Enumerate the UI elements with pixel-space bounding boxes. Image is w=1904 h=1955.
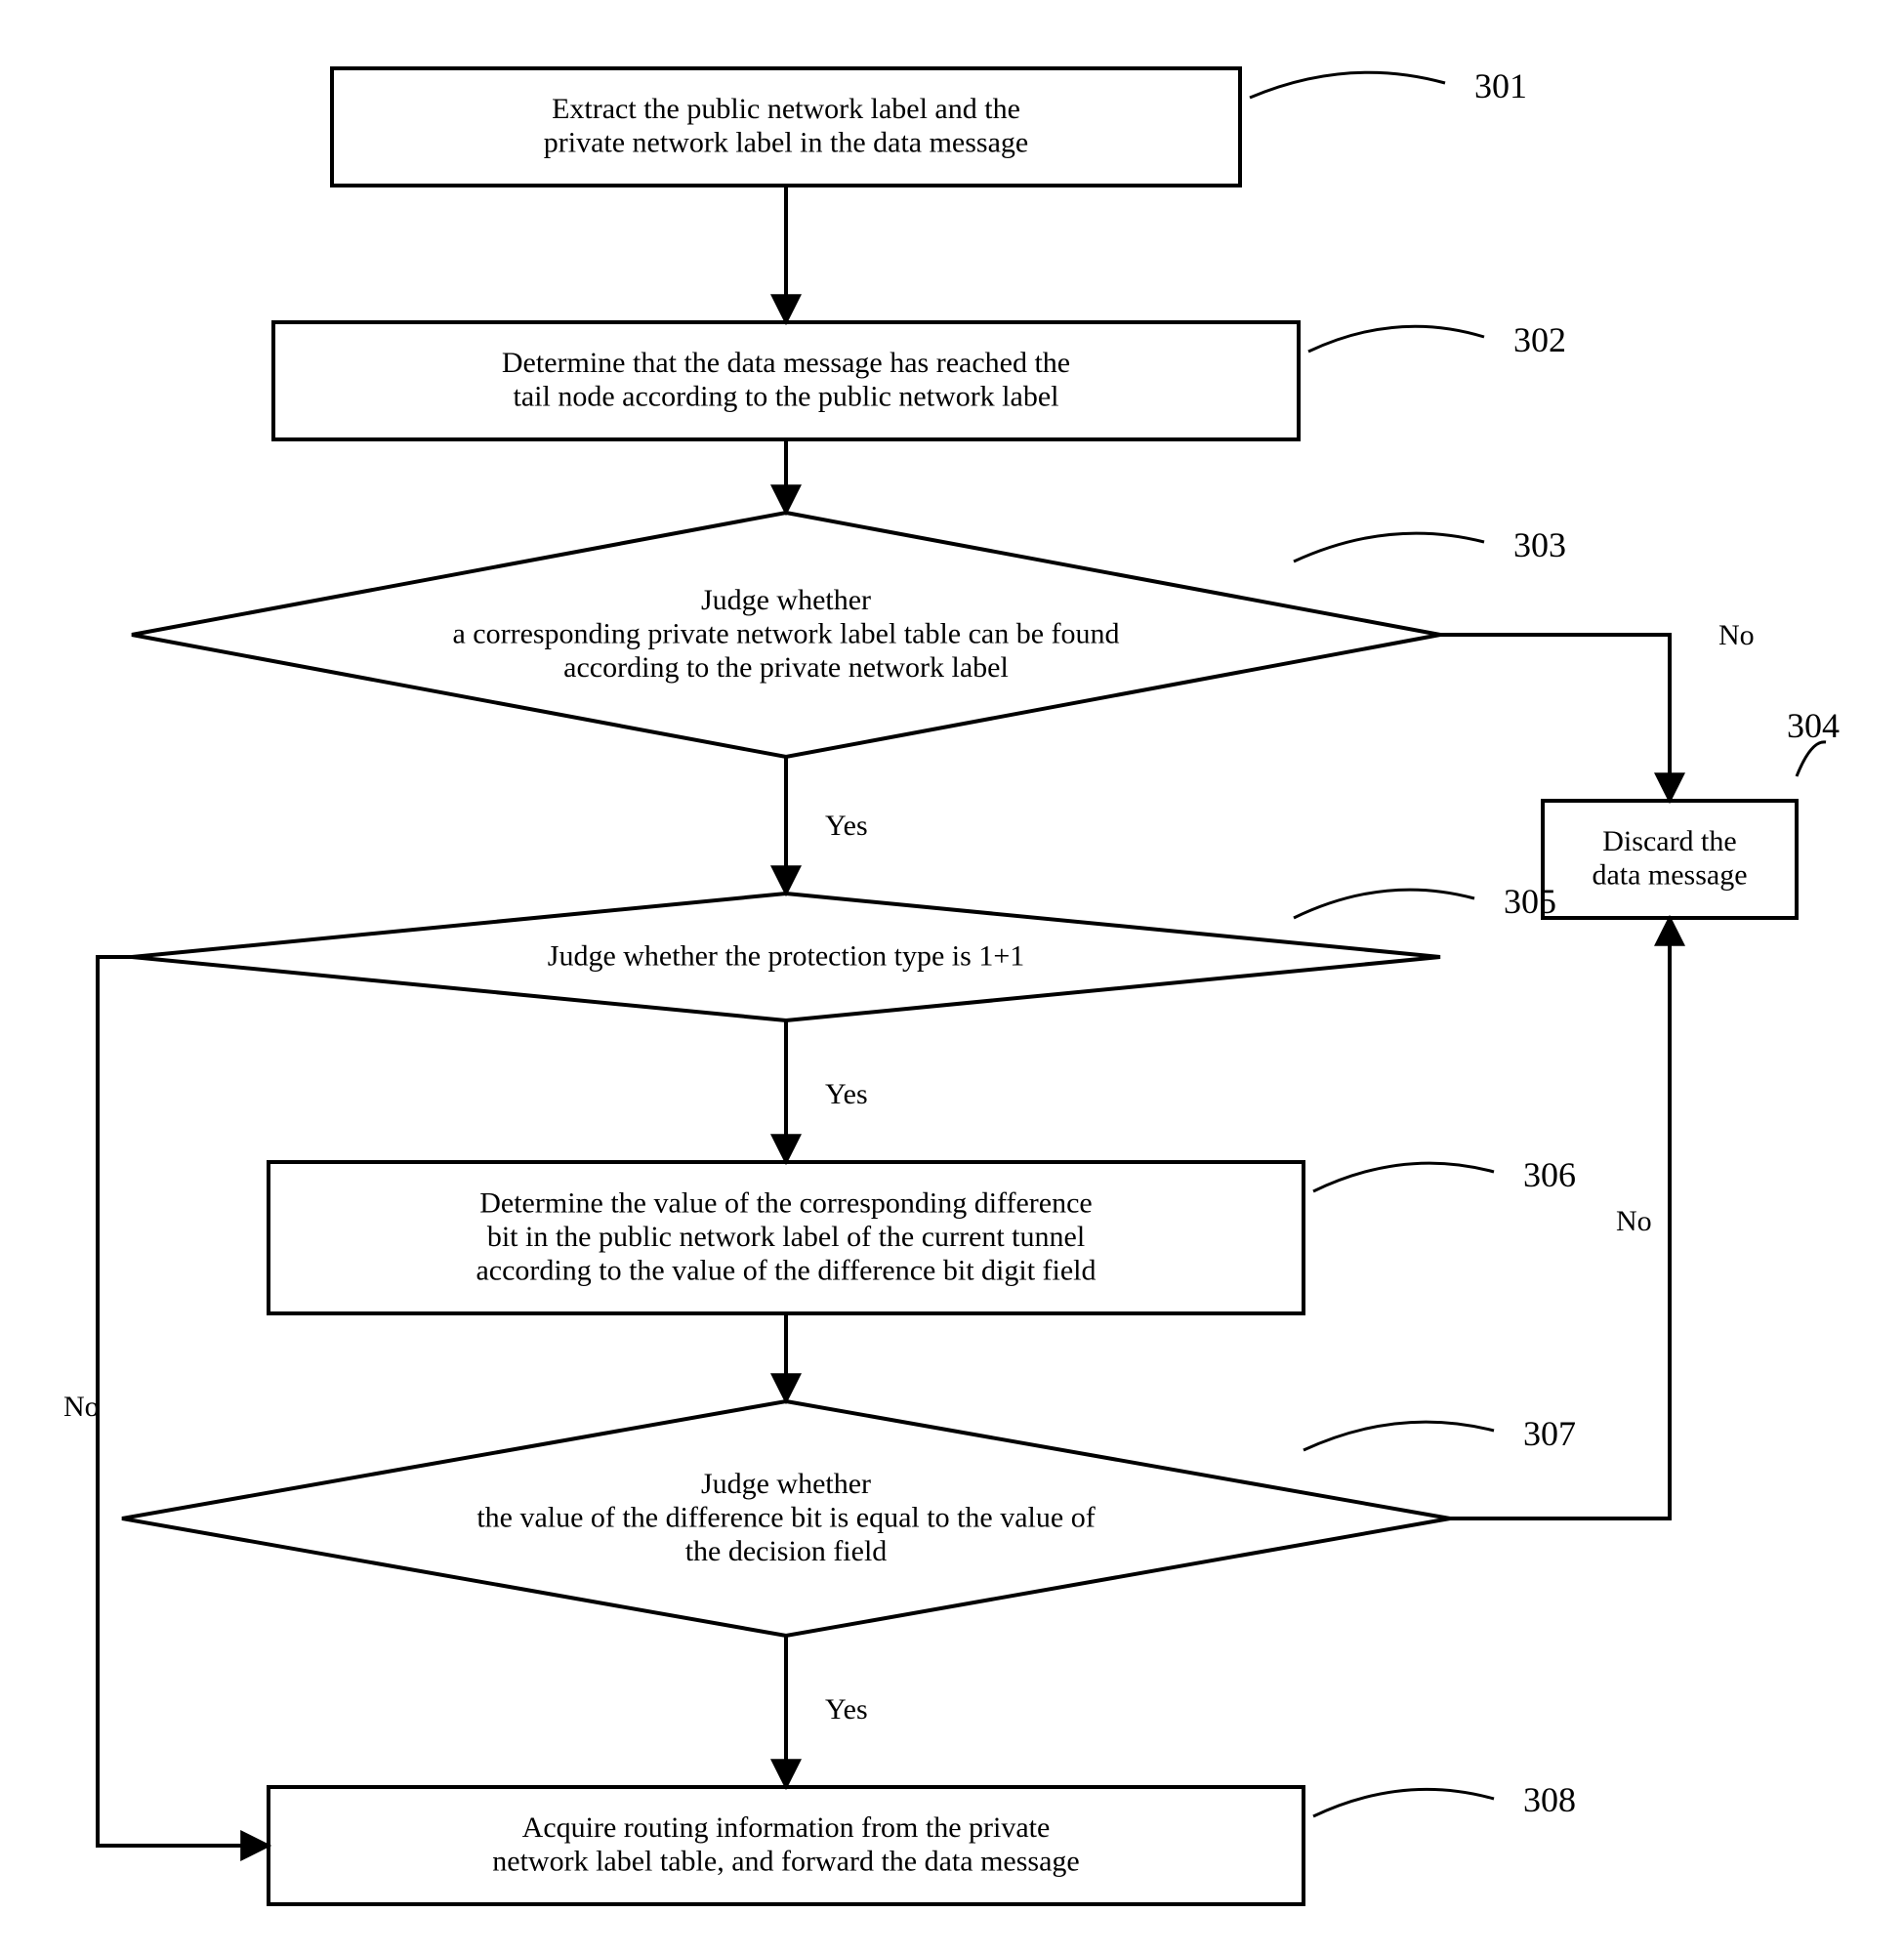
ref-number: 307 <box>1523 1414 1576 1453</box>
ref-number: 303 <box>1513 525 1566 564</box>
edge-label: Yes <box>825 1693 868 1726</box>
node-text: Discard thedata message <box>1592 825 1747 892</box>
edge-label: No <box>1616 1205 1652 1237</box>
node-text: Acquire routing information from the pri… <box>492 1811 1079 1878</box>
node-n304: Discard thedata message <box>1543 801 1797 918</box>
node-text: Determine the value of the corresponding… <box>476 1186 1096 1286</box>
edge-label: Yes <box>825 1078 868 1110</box>
edge-label: No <box>1718 619 1755 651</box>
ref-number: 305 <box>1504 882 1556 921</box>
ref-number: 301 <box>1474 66 1527 105</box>
ref-number: 308 <box>1523 1780 1576 1819</box>
flowchart-canvas: Extract the public network label and the… <box>0 0 1904 1955</box>
node-n306: Determine the value of the corresponding… <box>269 1162 1304 1313</box>
node-text: Determine that the data message has reac… <box>502 347 1070 413</box>
ref-number: 304 <box>1787 706 1840 745</box>
edge-label: No <box>63 1391 100 1423</box>
node-text: Extract the public network label and the… <box>544 93 1028 159</box>
ref-number: 306 <box>1523 1155 1576 1194</box>
edge-label: Yes <box>825 810 868 842</box>
node-n302: Determine that the data message has reac… <box>273 322 1299 439</box>
node-n301: Extract the public network label and the… <box>332 68 1240 186</box>
node-text: Judge whether the protection type is 1+1 <box>548 939 1024 972</box>
ref-number: 302 <box>1513 320 1566 359</box>
node-n308: Acquire routing information from the pri… <box>269 1787 1304 1904</box>
